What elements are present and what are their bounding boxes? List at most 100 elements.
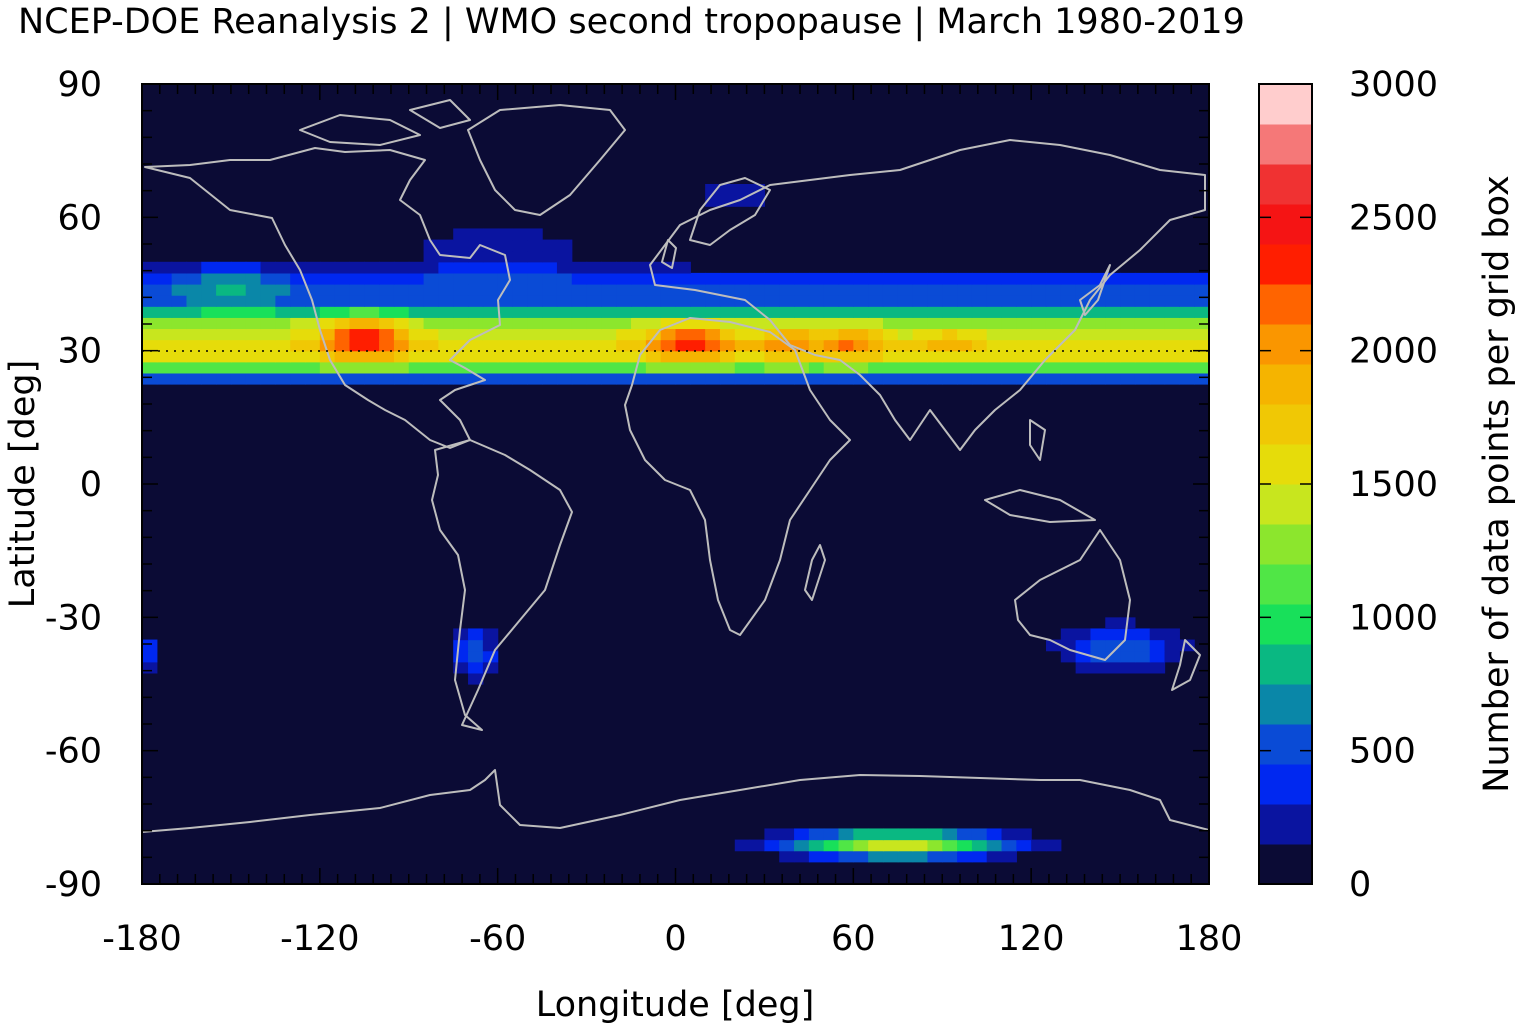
heatmap-cell (245, 284, 262, 296)
heatmap-cell (1134, 628, 1151, 641)
heatmap-cell (482, 250, 499, 263)
heatmap-cell (156, 261, 173, 274)
heatmap-cell (201, 272, 217, 285)
heatmap-cell (408, 272, 425, 285)
colorbar-tick-label: 3000 (1349, 65, 1438, 105)
heatmap-cell (631, 306, 647, 318)
heatmap-cell (245, 350, 262, 363)
heatmap-cell (1045, 284, 1062, 296)
heatmap-cell (1090, 350, 1106, 363)
heatmap-cell (497, 261, 514, 274)
heatmap-cell (1090, 661, 1106, 674)
heatmap-cell (349, 372, 365, 385)
heatmap-cell (482, 372, 499, 385)
heatmap-cell (201, 350, 217, 363)
heatmap-cell (1149, 317, 1166, 330)
heatmap-cell (393, 350, 410, 363)
heatmap-cell (319, 361, 336, 374)
heatmap-cell (1075, 339, 1092, 352)
heatmap-cell (1164, 372, 1180, 385)
heatmap-cell (912, 328, 929, 341)
heatmap-cell (364, 284, 380, 296)
colorbar-swatch (1259, 844, 1312, 885)
colorbar-tick-label: 2000 (1349, 332, 1438, 372)
y-tick-label: 60 (57, 198, 102, 238)
heatmap-cell (1045, 272, 1062, 285)
heatmap-cell (1060, 650, 1077, 663)
heatmap-cell (1179, 272, 1195, 285)
heatmap-cell (216, 272, 232, 285)
heatmap-cell (660, 272, 677, 285)
heatmap-cell (260, 350, 276, 363)
heatmap-cell (897, 306, 914, 318)
heatmap-cell (512, 306, 528, 318)
heatmap-cell (1090, 317, 1106, 330)
heatmap-cell (423, 339, 439, 352)
heatmap-cell (156, 306, 173, 318)
heatmap-cell (334, 284, 351, 296)
heatmap-cell (527, 306, 543, 318)
heatmap-cell (986, 372, 1003, 385)
colorbar-swatch (1259, 604, 1312, 645)
heatmap-cell (186, 339, 202, 352)
heatmap-cell (379, 361, 395, 374)
heatmap-cell (705, 372, 721, 385)
heatmap-cell (764, 339, 780, 352)
heatmap-cell (1179, 361, 1195, 374)
heatmap-cell (186, 350, 202, 363)
heatmap-cell (1016, 339, 1032, 352)
heatmap-cell (823, 339, 840, 352)
heatmap-cell (942, 361, 958, 374)
heatmap-cell (1134, 272, 1151, 285)
heatmap-cell (779, 272, 795, 285)
heatmap-cell (482, 350, 499, 363)
heatmap-cell (542, 272, 558, 285)
heatmap-cell (186, 272, 202, 285)
heatmap-cell (393, 328, 410, 341)
heatmap-cell (497, 272, 514, 285)
heatmap-cell (245, 295, 262, 307)
heatmap-cell (1164, 650, 1180, 663)
heatmap-cell (734, 195, 751, 207)
heatmap-cell (645, 284, 662, 296)
heatmap-cell (423, 295, 439, 307)
heatmap-cell (171, 272, 188, 285)
y-tick-label: 90 (57, 65, 102, 105)
heatmap-cell (616, 350, 632, 363)
heatmap-cell (556, 272, 573, 285)
heatmap-cell (1164, 339, 1180, 352)
colorbar-swatch (1259, 444, 1312, 485)
heatmap-cell (690, 272, 706, 285)
heatmap-cell (186, 261, 202, 274)
heatmap-cell (764, 295, 780, 307)
heatmap-cell (764, 828, 780, 841)
heatmap-cell (660, 295, 677, 307)
heatmap-cell (1120, 272, 1136, 285)
heatmap-cell (882, 339, 899, 352)
heatmap-cell (290, 306, 306, 318)
heatmap-cell (779, 328, 795, 341)
heatmap-cell (423, 261, 439, 274)
heatmap-cell (1149, 350, 1166, 363)
heatmap-cell (957, 284, 973, 296)
heatmap-cell (1031, 317, 1047, 330)
heatmap-cell (675, 306, 691, 318)
heatmap-cell (1149, 328, 1166, 341)
heatmap-cell (275, 284, 291, 296)
heatmap-cell (794, 306, 810, 318)
plot-area (142, 84, 1209, 884)
heatmap-cell (468, 239, 484, 252)
heatmap-cell (468, 650, 484, 663)
heatmap-cell (438, 261, 454, 274)
heatmap-cell (986, 284, 1003, 296)
heatmap-cell (1179, 295, 1195, 307)
heatmap-cell (1001, 850, 1017, 863)
heatmap-cell (556, 239, 573, 252)
heatmap-cell (556, 317, 573, 330)
heatmap-cell (497, 339, 514, 352)
heatmap-cell (838, 328, 854, 341)
colorbar-swatch (1259, 644, 1312, 685)
heatmap-cell (957, 361, 973, 374)
heatmap-cell (660, 317, 677, 330)
heatmap-cell (201, 372, 217, 385)
